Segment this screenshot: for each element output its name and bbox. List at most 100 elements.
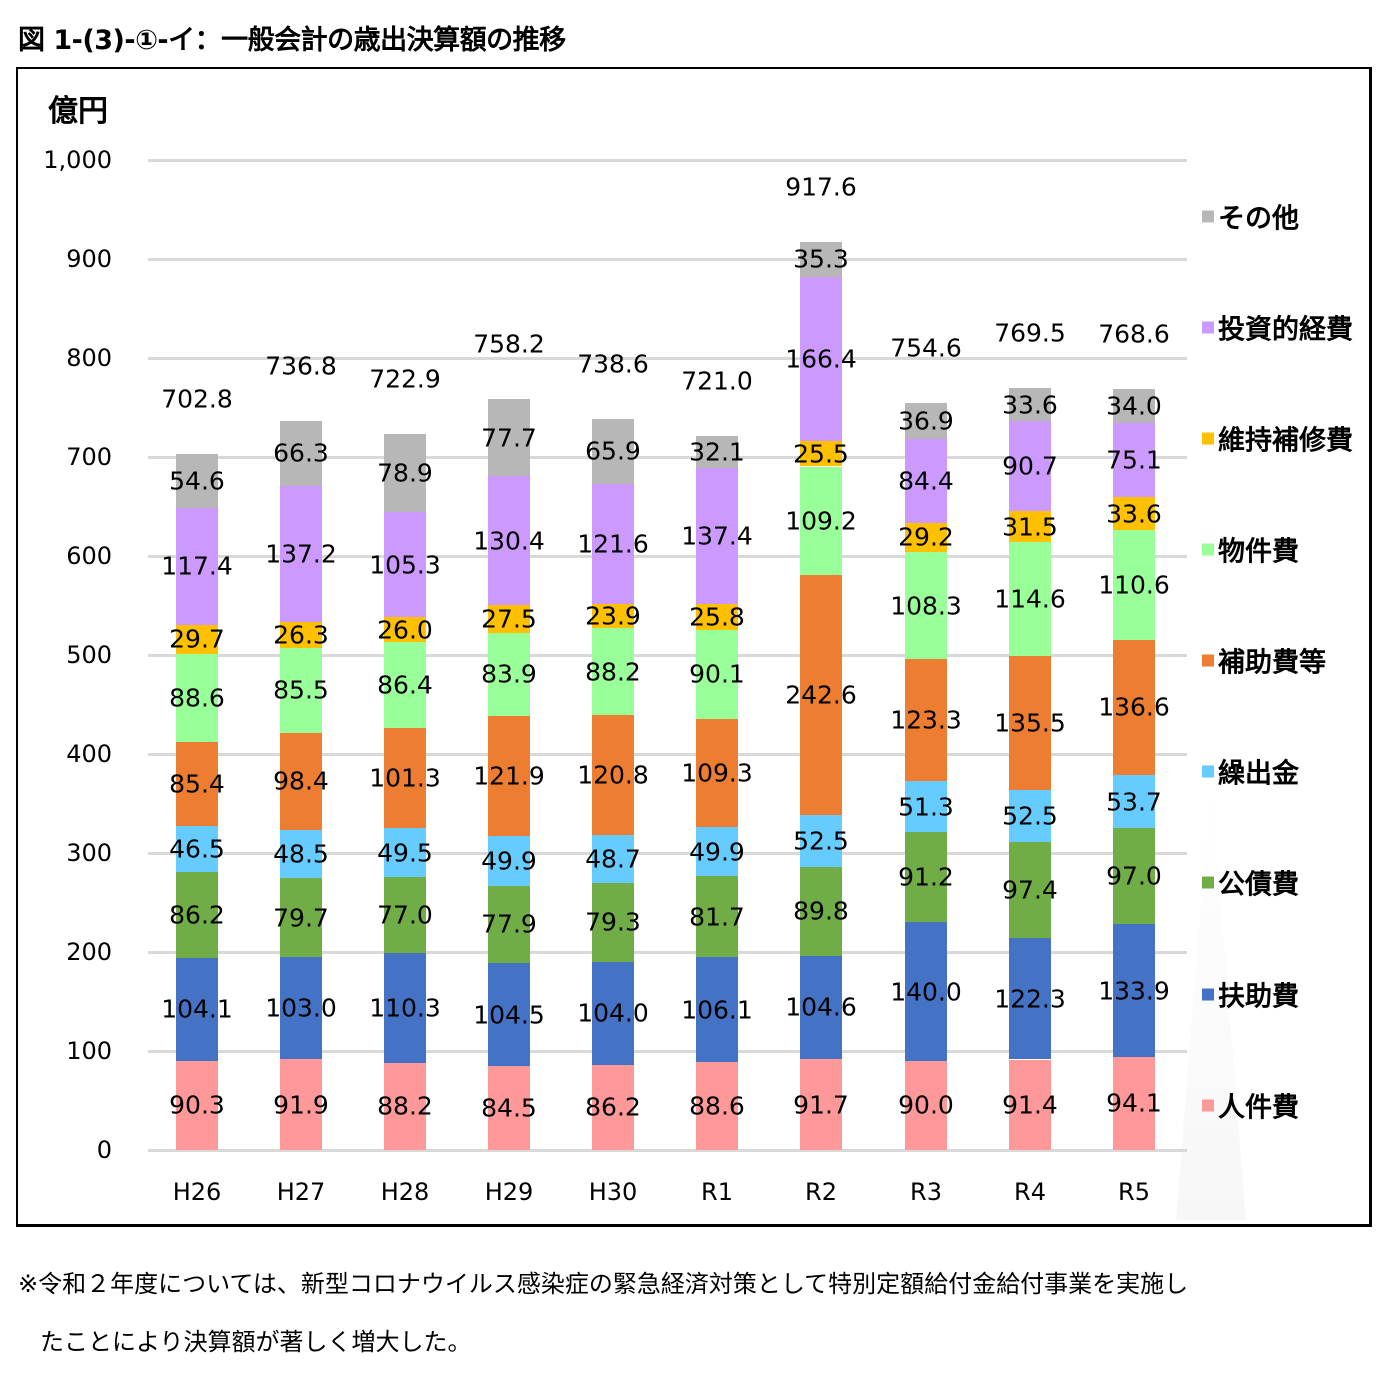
segment-value-label: 48.5: [273, 839, 329, 869]
gridline: [148, 654, 1187, 657]
legend-item: 物件費: [1202, 530, 1299, 569]
segment-value-label: 25.5: [793, 439, 849, 469]
bar-segment: [800, 866, 842, 956]
segment-value-label: 97.0: [1106, 861, 1162, 891]
total-value-label: 738.6: [577, 349, 649, 379]
bar-segment: [800, 276, 842, 442]
legend-label: 扶助費: [1218, 981, 1299, 1013]
bar-segment: [1113, 828, 1155, 925]
segment-value-label: 86.4: [377, 670, 433, 700]
bar-segment: [800, 955, 842, 1060]
segment-value-label: 104.0: [577, 998, 649, 1028]
bar-segment: [384, 434, 426, 513]
bar-segment: [384, 953, 426, 1063]
bar-segment: [1009, 388, 1051, 422]
bar-R5: 94.1 133.9 97.0 53.7 136.6 110.6 33.6 75.1 34.0: [1098, 0, 1170, 1388]
segment-value-label: 86.2: [585, 1092, 641, 1122]
segment-value-label: 77.9: [481, 909, 537, 939]
bar-segment: [1009, 790, 1051, 842]
segment-value-label: 135.5: [994, 708, 1066, 738]
segment-value-label: 88.2: [377, 1091, 433, 1121]
y-tick-label: 700: [66, 443, 112, 471]
segment-value-label: 91.7: [793, 1090, 849, 1120]
bar-segment: [1113, 775, 1155, 829]
segment-value-label: 91.4: [1002, 1090, 1058, 1120]
bar-segment: [905, 523, 947, 552]
bar-H30: 86.2 104.0 79.3 48.7 120.8 88.2 23.9 121.6 65.9: [577, 0, 649, 1388]
chart-frame: [16, 67, 1372, 1227]
bar-segment: [1113, 639, 1155, 776]
bar-segment: [1113, 497, 1155, 531]
bar-segment: [384, 828, 426, 878]
bar-segment: [592, 418, 634, 485]
bar-segment: [280, 957, 322, 1060]
bar-segment: [1009, 1059, 1051, 1150]
bar-segment: [800, 1059, 842, 1150]
chart-title: 図 1-(3)-①-イ：一般会計の歳出決算額の推移: [18, 25, 566, 56]
segment-value-label: 121.9: [473, 761, 545, 791]
segment-value-label: 104.5: [473, 1000, 545, 1030]
bar-segment: [800, 814, 842, 867]
bar-segment: [696, 1062, 738, 1150]
segment-value-label: 89.8: [793, 896, 849, 926]
bar-segment: [176, 1060, 218, 1150]
segment-value-label: 48.7: [585, 844, 641, 874]
segment-value-label: 51.3: [898, 792, 954, 822]
bar-segment: [696, 604, 738, 630]
bar-segment: [384, 1062, 426, 1150]
legend-swatch-icon: [1202, 543, 1214, 555]
x-tick-label: H26: [172, 1178, 222, 1206]
segment-value-label: 123.3: [890, 705, 962, 735]
segment-value-label: 133.9: [1098, 976, 1170, 1006]
x-tick-label: R2: [805, 1178, 837, 1206]
total-value-label: 754.6: [890, 333, 962, 363]
segment-value-label: 23.9: [585, 601, 641, 631]
segment-value-label: 49.5: [377, 838, 433, 868]
bar-segment: [592, 834, 634, 884]
y-tick-label: 800: [66, 344, 112, 372]
bar-R1: 88.6 106.1 81.7 49.9 109.3 90.1 25.8 137.4 32.1: [681, 0, 753, 1388]
segment-value-label: 94.1: [1106, 1088, 1162, 1118]
bar-segment: [280, 878, 322, 958]
bar-segment: [1113, 422, 1155, 498]
total-value-label: 758.2: [473, 329, 545, 359]
bar-segment: [384, 512, 426, 617]
x-tick-label: H27: [276, 1178, 326, 1206]
legend-item: 公債費: [1202, 863, 1299, 902]
bar-segment: [488, 962, 530, 1067]
segment-value-label: 90.7: [1002, 451, 1058, 481]
bar-segment: [176, 624, 218, 654]
legend-swatch-icon: [1202, 765, 1214, 777]
bar-R4: 91.4 122.3 97.4 52.5 135.5 114.6 31.5 90.7 33.6: [994, 0, 1066, 1388]
y-tick-label: 1,000: [43, 146, 112, 174]
legend-swatch-icon: [1202, 1099, 1214, 1111]
bar-segment: [696, 957, 738, 1063]
bar-segment: [280, 622, 322, 649]
bar-segment: [1113, 389, 1155, 423]
x-tick-label: R1: [701, 1178, 733, 1206]
legend-swatch-icon: [1202, 210, 1214, 222]
bar-segment: [592, 628, 634, 716]
bar-segment: [384, 642, 426, 728]
legend-label: 維持補修費: [1218, 425, 1353, 457]
bar-segment: [1113, 530, 1155, 640]
total-value-label: 768.6: [1098, 319, 1170, 349]
bar-segment: [905, 659, 947, 782]
bar-segment: [1009, 421, 1051, 512]
total-value-label: 722.9: [369, 364, 441, 394]
total-value-label: 917.6: [785, 172, 857, 202]
segment-value-label: 122.3: [994, 984, 1066, 1014]
segment-value-label: 26.3: [273, 620, 329, 650]
bar-segment: [696, 718, 738, 827]
bar-segment: [1009, 542, 1051, 656]
segment-value-label: 26.0: [377, 615, 433, 645]
segment-value-label: 104.1: [161, 994, 233, 1024]
x-tick-label: R4: [1014, 1178, 1046, 1206]
gridline: [148, 456, 1187, 459]
segment-value-label: 75.1: [1106, 445, 1162, 475]
bar-segment: [280, 420, 322, 487]
x-tick-label: H29: [484, 1178, 534, 1206]
y-tick-label: 400: [66, 740, 112, 768]
bar-segment: [696, 436, 738, 468]
